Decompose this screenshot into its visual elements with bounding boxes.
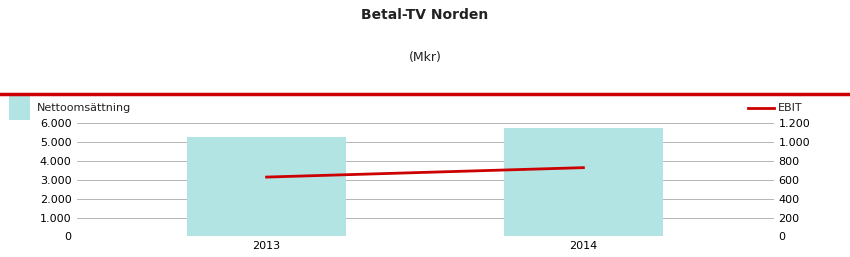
Text: EBIT: EBIT: [778, 103, 802, 113]
Text: (Mkr): (Mkr): [409, 51, 441, 65]
Bar: [187, 136, 346, 236]
Bar: [504, 128, 663, 236]
Text: Betal-TV Norden: Betal-TV Norden: [361, 8, 489, 22]
Text: Nettoomsättning: Nettoomsättning: [37, 103, 131, 113]
